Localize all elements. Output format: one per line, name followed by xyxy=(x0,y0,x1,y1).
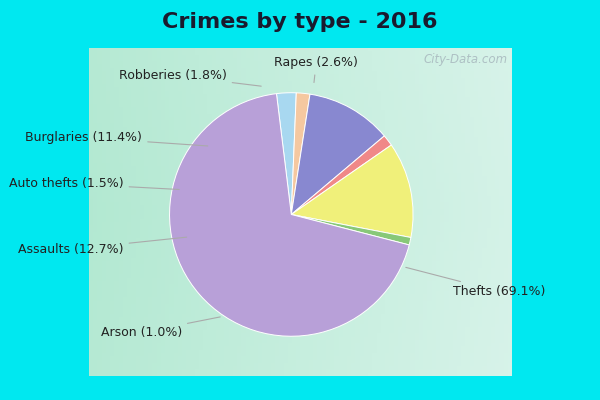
Text: Auto thefts (1.5%): Auto thefts (1.5%) xyxy=(9,177,179,190)
Text: Thefts (69.1%): Thefts (69.1%) xyxy=(406,267,545,298)
Text: Assaults (12.7%): Assaults (12.7%) xyxy=(18,237,187,256)
Wedge shape xyxy=(292,214,411,245)
Text: Robberies (1.8%): Robberies (1.8%) xyxy=(119,69,261,86)
Text: Arson (1.0%): Arson (1.0%) xyxy=(101,317,220,339)
Wedge shape xyxy=(292,136,391,214)
Wedge shape xyxy=(170,94,409,336)
Text: Crimes by type - 2016: Crimes by type - 2016 xyxy=(162,12,438,32)
Wedge shape xyxy=(292,94,385,214)
Wedge shape xyxy=(277,93,296,214)
Text: City-Data.com: City-Data.com xyxy=(424,53,508,66)
Wedge shape xyxy=(292,93,310,214)
Text: Rapes (2.6%): Rapes (2.6%) xyxy=(274,56,358,82)
Text: Burglaries (11.4%): Burglaries (11.4%) xyxy=(25,131,208,146)
Wedge shape xyxy=(292,145,413,238)
